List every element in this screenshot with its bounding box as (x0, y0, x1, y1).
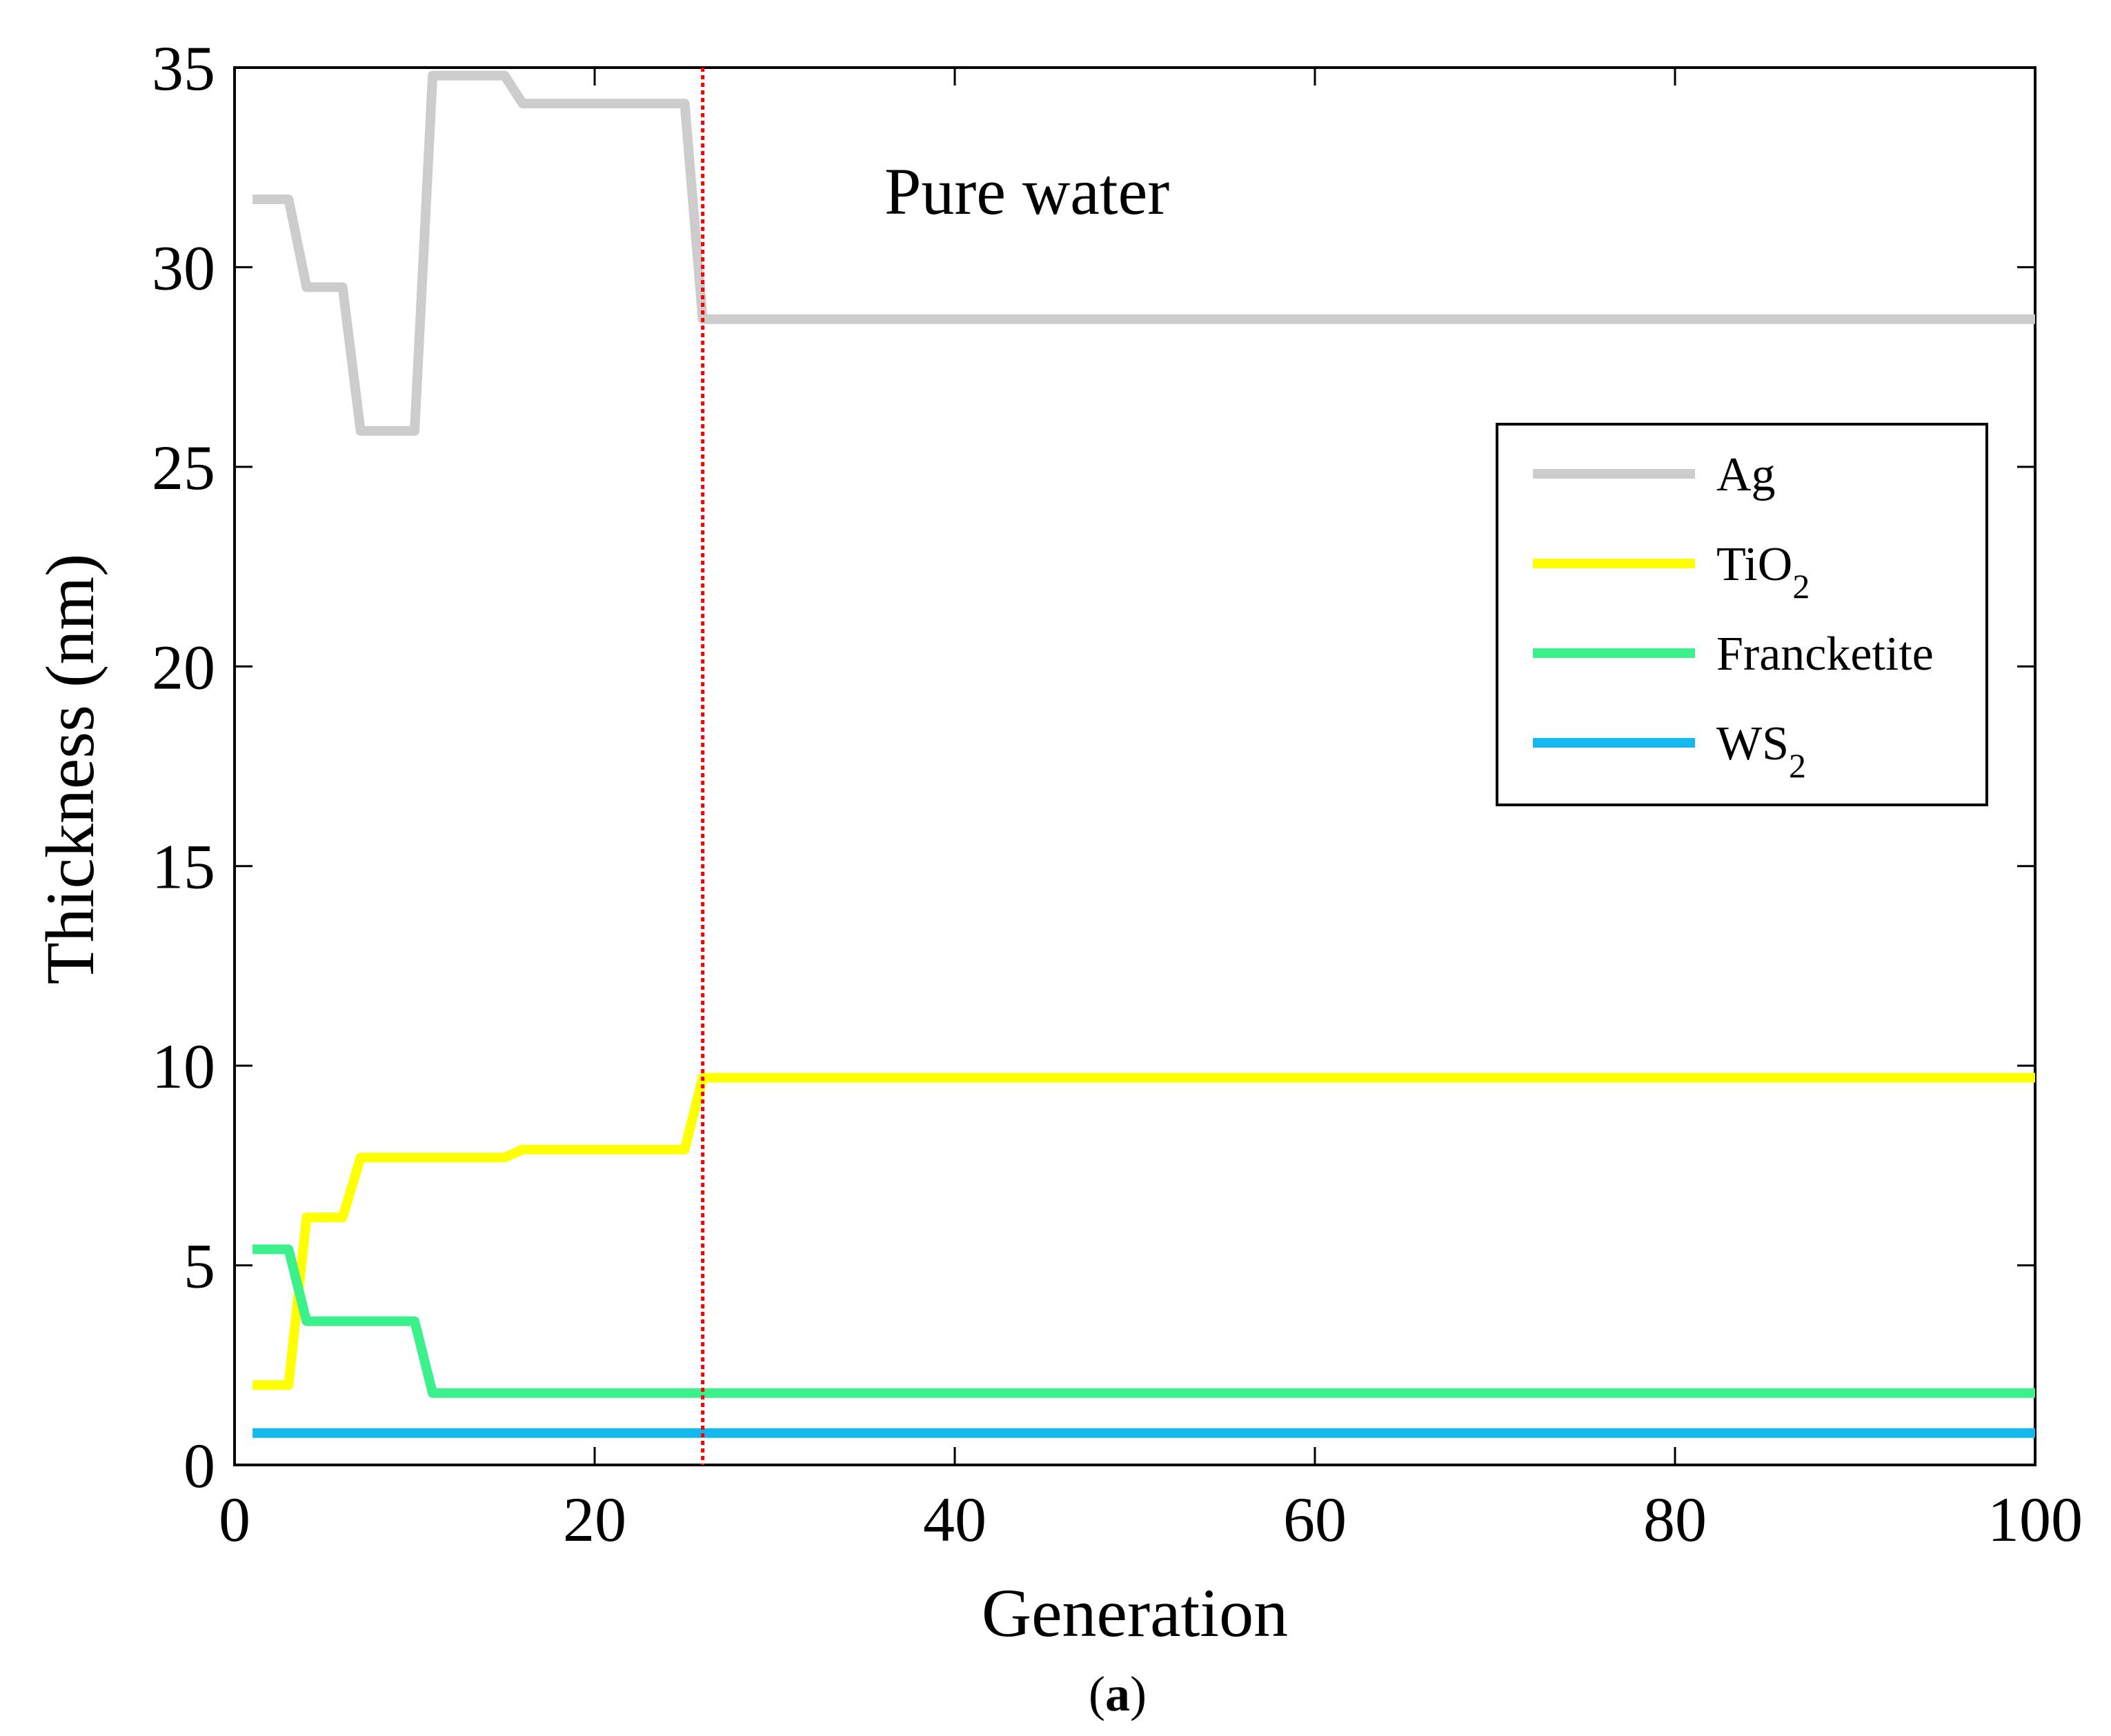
axes-frame (233, 66, 2036, 1466)
plot-area-border (233, 66, 2036, 1466)
x-tick-label: 40 (923, 1484, 987, 1555)
annotation-pure-water: Pure water (884, 154, 1169, 228)
y-tick-label: 5 (184, 1231, 215, 1301)
x-tick-label: 60 (1283, 1484, 1347, 1555)
y-tick-label: 30 (152, 232, 215, 303)
x-axis-title: Generation (982, 1575, 1288, 1651)
y-tick-label: 25 (152, 432, 215, 503)
legend-entry-label: TiO2 (1716, 538, 1810, 606)
series-layer (252, 70, 2035, 1438)
legend-entry-label: Francketite (1716, 628, 1934, 681)
series-line-ag (252, 70, 2035, 436)
x-tick-label: 80 (1643, 1484, 1707, 1555)
panel-label: (a) (1089, 1666, 1147, 1722)
y-tick-label: 35 (152, 33, 215, 103)
y-axis-title: Thickness (nm) (32, 554, 108, 985)
series-line-francketite (252, 1244, 2035, 1398)
x-tick-label: 20 (563, 1484, 626, 1555)
y-tick-label: 20 (152, 632, 215, 702)
legend-entry-label: Ag (1716, 448, 1776, 501)
series-line-tio (252, 1072, 2035, 1390)
ticks: 0 20 40 60 80 100 0 5 10 15 20 25 30 35 (152, 33, 2083, 1555)
y-tick-label: 15 (152, 832, 215, 902)
legend-entry-label: WS2 (1716, 717, 1806, 785)
y-tick-label: 10 (152, 1031, 215, 1101)
x-tick-label: 0 (219, 1484, 250, 1555)
x-tick-label: 100 (1988, 1484, 2083, 1555)
y-tick-label: 0 (184, 1430, 215, 1501)
legend: Ag TiO2 Francketite WS2 (1496, 423, 1988, 806)
